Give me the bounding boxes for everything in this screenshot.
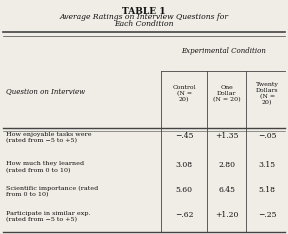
Text: 2.80: 2.80 bbox=[218, 161, 235, 169]
Text: Scientific importance (rated
from 0 to 10): Scientific importance (rated from 0 to 1… bbox=[6, 186, 98, 197]
Text: −.05: −.05 bbox=[258, 132, 276, 140]
Text: Participate in similar exp.
(rated from −5 to +5): Participate in similar exp. (rated from … bbox=[6, 211, 90, 222]
Text: Control
(N =
20): Control (N = 20) bbox=[173, 85, 196, 102]
Text: Experimental Condition: Experimental Condition bbox=[181, 47, 266, 55]
Text: TABLE 1: TABLE 1 bbox=[122, 7, 166, 16]
Text: 6.45: 6.45 bbox=[218, 186, 235, 194]
Text: Question on Interview: Question on Interview bbox=[6, 88, 85, 96]
Text: Each Condition: Each Condition bbox=[114, 20, 174, 28]
Text: How enjoyable tasks were
(rated from −5 to +5): How enjoyable tasks were (rated from −5 … bbox=[6, 132, 91, 143]
Text: How much they learned
(rated from 0 to 10): How much they learned (rated from 0 to 1… bbox=[6, 161, 84, 173]
Text: 5.18: 5.18 bbox=[259, 186, 276, 194]
Text: Twenty
Dollars
(N =
20): Twenty Dollars (N = 20) bbox=[256, 82, 278, 106]
Text: One
Dollar
(N = 20): One Dollar (N = 20) bbox=[213, 85, 240, 102]
Text: 3.08: 3.08 bbox=[176, 161, 193, 169]
Text: 5.60: 5.60 bbox=[176, 186, 193, 194]
Text: 3.15: 3.15 bbox=[259, 161, 276, 169]
Text: −.45: −.45 bbox=[175, 132, 194, 140]
Text: +1.20: +1.20 bbox=[215, 211, 238, 219]
Text: Average Ratings on Interview Questions for: Average Ratings on Interview Questions f… bbox=[60, 13, 228, 21]
Text: +1.35: +1.35 bbox=[215, 132, 238, 140]
Text: −.25: −.25 bbox=[258, 211, 276, 219]
Text: −.62: −.62 bbox=[175, 211, 194, 219]
